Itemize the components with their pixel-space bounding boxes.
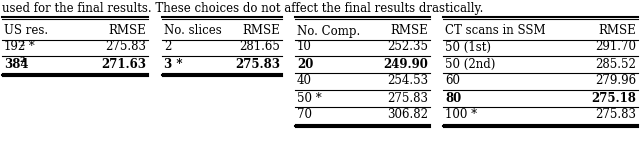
Text: 275.83: 275.83: [235, 58, 280, 70]
Text: 192: 192: [4, 40, 26, 54]
Text: 20: 20: [297, 58, 314, 70]
Text: 384: 384: [4, 58, 29, 70]
Text: 2: 2: [20, 57, 26, 64]
Text: 100 *: 100 *: [445, 109, 477, 122]
Text: 285.52: 285.52: [595, 58, 636, 70]
Text: 275.18: 275.18: [591, 91, 636, 104]
Text: 10: 10: [297, 40, 312, 54]
Text: 249.90: 249.90: [383, 58, 428, 70]
Text: RMSE: RMSE: [598, 24, 636, 37]
Text: US res.: US res.: [4, 24, 48, 37]
Text: 40: 40: [297, 75, 312, 88]
Text: 80: 80: [445, 91, 461, 104]
Text: used for the final results. These choices do not affect the final results drasti: used for the final results. These choice…: [2, 2, 483, 15]
Text: CT scans in SSM: CT scans in SSM: [445, 24, 546, 37]
Text: 50 (2nd): 50 (2nd): [445, 58, 495, 70]
Text: 254.53: 254.53: [387, 75, 428, 88]
Text: 291.70: 291.70: [595, 40, 636, 54]
Text: 2: 2: [20, 40, 25, 48]
Text: 50 *: 50 *: [297, 91, 322, 104]
Text: 281.65: 281.65: [239, 40, 280, 54]
Text: 275.83: 275.83: [387, 91, 428, 104]
Text: 279.96: 279.96: [595, 75, 636, 88]
Text: 3 *: 3 *: [164, 58, 182, 70]
Text: 70: 70: [297, 109, 312, 122]
Text: 60: 60: [445, 75, 460, 88]
Text: No. Comp.: No. Comp.: [297, 24, 360, 37]
Text: 2: 2: [164, 40, 172, 54]
Text: No. slices: No. slices: [164, 24, 221, 37]
Text: 271.63: 271.63: [101, 58, 146, 70]
Text: RMSE: RMSE: [243, 24, 280, 37]
Text: RMSE: RMSE: [108, 24, 146, 37]
Text: *: *: [24, 40, 35, 54]
Text: 252.35: 252.35: [387, 40, 428, 54]
Text: 306.82: 306.82: [387, 109, 428, 122]
Text: 275.83: 275.83: [105, 40, 146, 54]
Text: 50 (1st): 50 (1st): [445, 40, 491, 54]
Text: 275.83: 275.83: [595, 109, 636, 122]
Text: RMSE: RMSE: [390, 24, 428, 37]
